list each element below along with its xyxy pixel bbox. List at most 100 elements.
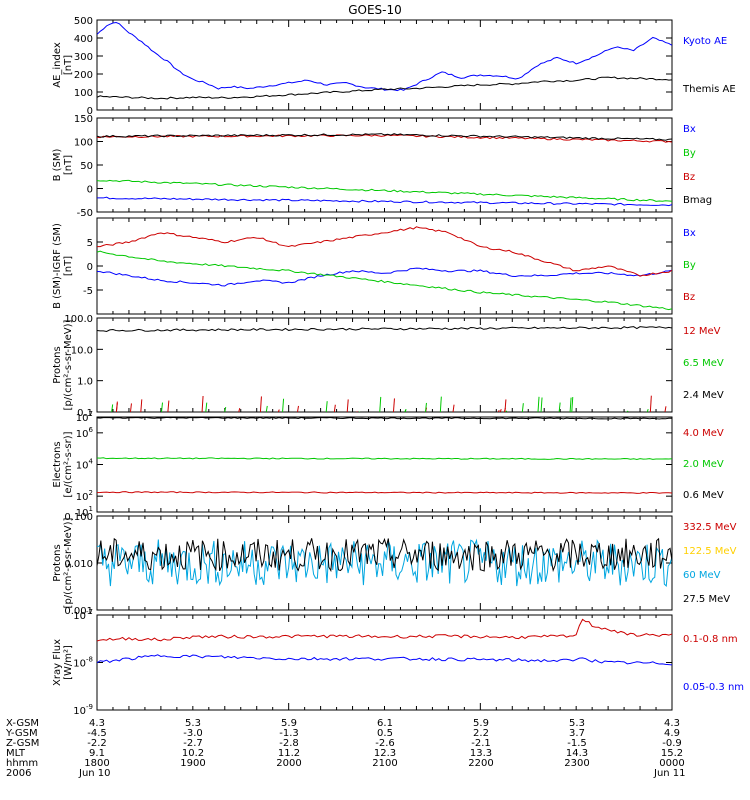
spike [626, 410, 629, 412]
series-line [97, 134, 672, 143]
panel-4: 0.1 1.0 10.0 100.0 Protons [p/(cm²-s-sr-MeV)]… [52, 314, 724, 419]
legend-label: Bz [683, 172, 695, 183]
spike [649, 395, 652, 412]
footer-value: 3.7 [569, 728, 585, 739]
legend-label: Themis AE [682, 84, 736, 95]
spike [424, 402, 427, 412]
footer-value: -3.0 [183, 728, 203, 739]
panel-7: 10-9 10-8 10-7 Xray Flux [W/m²] 0.1-0.8 nm 0.0… [52, 608, 744, 717]
y-tick-label: -50 [77, 208, 93, 219]
y-axis-title: Protons [52, 544, 63, 581]
footer-value: 10.2 [182, 748, 204, 759]
spike [571, 397, 574, 412]
footer-value: 4.3 [664, 718, 680, 729]
footer-value: 2000 [276, 758, 301, 769]
series-group [97, 537, 672, 587]
series-line [97, 226, 672, 277]
spike [404, 409, 407, 412]
y-tick-label: 200 [74, 70, 93, 81]
y-axis-units: [p/(cm²-s-sr-MeV)] [63, 517, 74, 608]
legend-label: Bx [683, 124, 696, 135]
spike [497, 409, 500, 412]
footer-value: 0000 [659, 758, 684, 769]
y-axis-title: AE_index [52, 42, 63, 88]
y-tick-exponent: 2 [89, 489, 93, 497]
series-group [97, 326, 672, 412]
spike [325, 401, 328, 412]
y-axis-title: Xray Flux [52, 639, 63, 686]
footer-value: 2.2 [473, 728, 489, 739]
y-tick-label: 1.0 [77, 377, 93, 388]
footer-value: 5.9 [281, 718, 297, 729]
footer-value: 2200 [468, 758, 493, 769]
y-axis-units: [e/(cm²-s-sr)] [63, 431, 74, 497]
footer-value: Jun 11 [653, 768, 686, 779]
series-line [97, 133, 672, 141]
spike [505, 410, 508, 412]
footer-value: -4.5 [87, 728, 107, 739]
y-tick-label: 500 [74, 16, 93, 27]
series-line [97, 22, 672, 92]
y-tick-label: 107 [76, 410, 93, 424]
spike [379, 396, 382, 412]
spike [664, 406, 667, 412]
footer-value: 14.3 [566, 748, 588, 759]
y-axis-units: [nT] [63, 155, 74, 175]
panel-frame [96, 317, 673, 413]
spike [115, 403, 118, 412]
legend-label: 332.5 MeV [683, 522, 737, 533]
y-tick-label: 0.100 [64, 512, 93, 523]
footer-value: 4.9 [664, 728, 680, 739]
footer-value: -2.7 [183, 738, 203, 749]
y-tick-exponent: 1 [89, 505, 93, 513]
spike [521, 403, 524, 412]
y-tick-label: 106 [76, 426, 94, 440]
footer-value: 5.3 [185, 718, 201, 729]
y-tick-label: 10-7 [73, 608, 93, 622]
footer-value: 12.3 [374, 748, 396, 759]
y-tick-label: 10.0 [71, 345, 93, 356]
series-group [97, 22, 672, 100]
y-tick-label: 0 [87, 106, 93, 117]
footer-value: -2.1 [471, 738, 491, 749]
legend-label: Bz [683, 292, 695, 303]
legend-label: 60 MeV [683, 570, 721, 581]
legend-label: 6.5 MeV [683, 358, 724, 369]
footer-row-label: hhmm [6, 758, 38, 769]
y-axis-units: [p/(cm²-s-sr-MeV)] [63, 319, 74, 410]
spike [646, 408, 649, 412]
footer-value: 1800 [84, 758, 109, 769]
spike [111, 404, 114, 412]
spike [452, 404, 455, 412]
legend-label: Kyoto AE [683, 36, 727, 47]
panel-frame [96, 614, 673, 711]
footer-value: -1.5 [567, 738, 587, 749]
y-tick-label: 0.010 [64, 559, 93, 570]
footer-value: 5.9 [473, 718, 489, 729]
footer-value: -2.2 [87, 738, 107, 749]
series-line [97, 457, 672, 460]
series-line [97, 179, 672, 202]
y-tick-exponent: -7 [86, 608, 93, 616]
spike [282, 398, 285, 412]
series-line [97, 654, 672, 666]
y-tick-label: -5 [83, 286, 93, 297]
legend-label: 2.4 MeV [683, 390, 724, 401]
y-tick-label: 100.0 [64, 314, 93, 325]
y-tick-label: 0.001 [64, 606, 93, 617]
series-line [97, 538, 672, 587]
y-tick-label: 0.1 [77, 408, 93, 419]
series-line [97, 618, 672, 642]
footer-value: 0.5 [377, 728, 393, 739]
y-tick-label: 0 [87, 262, 93, 273]
y-tick-label: 102 [76, 489, 93, 503]
legend-label: Bx [683, 228, 696, 239]
legend-label: 0.1-0.8 nm [683, 634, 738, 645]
y-axis-title: Electrons [52, 441, 63, 487]
footer-row-label: X-GSM [6, 718, 39, 729]
footer-row-label: Z-GSM [6, 738, 39, 749]
footer-value: 9.1 [89, 748, 105, 759]
spike [161, 402, 163, 412]
panel-1: 0 100 200 300 400 500 AE_index [nT] Kyoto AE Them… [52, 16, 736, 117]
footer-value: -2.8 [279, 738, 299, 749]
